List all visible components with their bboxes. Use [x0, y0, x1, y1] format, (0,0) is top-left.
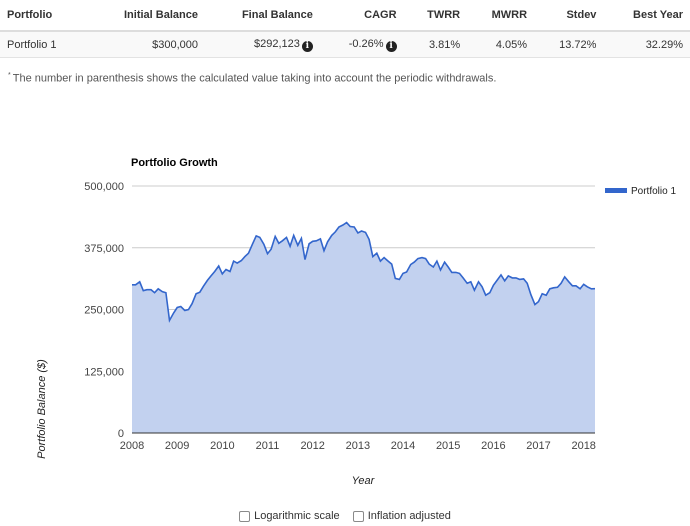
y-tick-labels: 0 125,000 250,000 375,000 500,000 — [84, 181, 124, 440]
cell-cagr: -0.26% i — [319, 31, 404, 58]
log-scale-checkbox[interactable] — [239, 510, 251, 522]
x-axis-label: Year — [352, 475, 376, 487]
x-tick-label: 2014 — [391, 440, 415, 452]
info-icon[interactable]: i — [385, 40, 397, 52]
x-tick-label: 2011 — [256, 440, 280, 452]
col-header-initial-balance[interactable]: Initial Balance — [85, 0, 205, 32]
footnote-text: The number in parenthesis shows the calc… — [12, 72, 497, 85]
x-tick-label: 2010 — [210, 440, 234, 452]
cell-final-balance: $292,123 i — [204, 31, 320, 58]
results-table: Portfolio Initial Balance Final Balance … — [0, 0, 690, 58]
portfolio-growth-chart: Portfolio Growth 0 125,000 250,000 375,000 5… — [36, 157, 676, 487]
cell-mwrr: 4.05% — [467, 31, 535, 58]
col-header-twrr[interactable]: TWRR — [403, 0, 468, 32]
col-header-mwrr[interactable]: MWRR — [467, 0, 535, 32]
final-balance-value: $292,123 — [253, 37, 300, 50]
col-header-cagr[interactable]: CAGR — [319, 0, 404, 32]
x-tick-label: 2015 — [436, 440, 460, 452]
inflation-label: Inflation adjusted — [367, 510, 451, 522]
x-tick-labels: 2008 2009 2010 2011 2012 2013 2014 2015 2016 2017… — [120, 440, 596, 452]
inflation-checkbox[interactable] — [352, 510, 364, 522]
cell-stdev: 13.72% — [534, 31, 604, 58]
footnote-marker: * — [8, 72, 11, 79]
series-line — [132, 221, 596, 323]
cagr-value: -0.26% — [348, 37, 384, 50]
col-header-stdev[interactable]: Stdev — [534, 0, 604, 32]
info-icon[interactable]: i — [301, 40, 313, 52]
series-area — [132, 222, 595, 433]
col-header-final-balance[interactable]: Final Balance — [204, 0, 320, 32]
x-tick-label: 2008 — [120, 440, 144, 452]
legend[interactable]: Portfolio 1 — [605, 186, 676, 197]
y-tick-label: 0 — [118, 428, 124, 440]
cell-best-year: 32.29% — [603, 31, 690, 58]
cell-portfolio: Portfolio 1 — [0, 31, 86, 58]
y-tick-label: 375,000 — [84, 243, 124, 255]
legend-swatch — [605, 188, 627, 193]
x-tick-label: 2018 — [571, 440, 595, 452]
cell-initial-balance: $300,000 — [85, 31, 205, 58]
y-axis-label: Portfolio Balance ($) — [36, 359, 48, 459]
col-header-portfolio[interactable]: Portfolio — [0, 0, 86, 32]
inflation-option[interactable]: Inflation adjusted — [352, 510, 451, 522]
x-tick-label: 2012 — [300, 440, 324, 452]
table-header-row: Portfolio Initial Balance Final Balance … — [0, 0, 690, 32]
y-tick-label: 500,000 — [84, 181, 124, 193]
footnote: * The number in parenthesis shows the cal… — [8, 72, 496, 85]
y-tick-label: 125,000 — [84, 366, 124, 378]
x-tick-label: 2017 — [526, 440, 550, 452]
log-scale-label: Logarithmic scale — [254, 510, 340, 522]
table-row: Portfolio 1 $300,000 $292,123 i -0.26% i 3… — [0, 31, 690, 58]
y-tick-label: 250,000 — [84, 305, 124, 317]
x-tick-label: 2013 — [346, 440, 370, 452]
x-tick-label: 2016 — [481, 440, 505, 452]
log-scale-option[interactable]: Logarithmic scale — [239, 510, 340, 522]
x-tick-label: 2009 — [165, 440, 189, 452]
legend-label: Portfolio 1 — [631, 186, 676, 197]
chart-title: Portfolio Growth — [131, 157, 218, 169]
cell-twrr: 3.81% — [403, 31, 468, 58]
col-header-best-year[interactable]: Best Year — [603, 0, 690, 32]
chart-options: Logarithmic scale Inflation adjusted — [0, 510, 690, 525]
